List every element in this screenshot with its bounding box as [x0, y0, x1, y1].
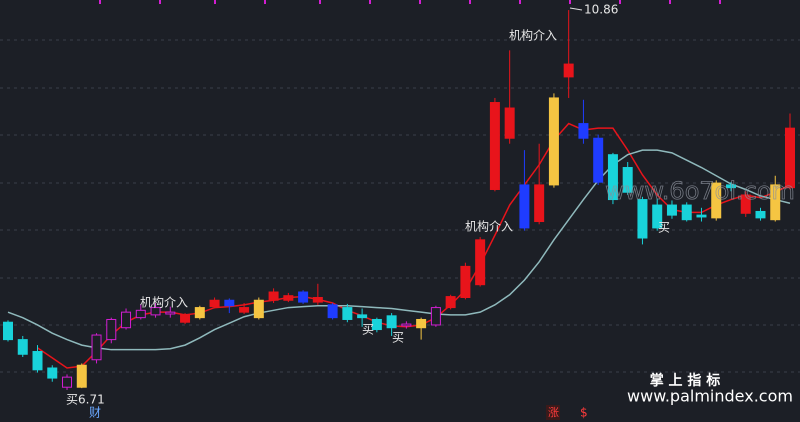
- candle-body: [666, 204, 677, 216]
- candle-body: [327, 304, 338, 319]
- candle-body: [357, 314, 368, 319]
- zhang-label: 涨: [548, 406, 559, 419]
- buy-label: 买: [658, 221, 670, 235]
- candle-body: [224, 299, 235, 307]
- candle-body: [342, 307, 353, 320]
- candle-body: [785, 127, 795, 189]
- candle-body: [489, 102, 500, 190]
- candle-body: [445, 296, 456, 309]
- candle-body: [76, 364, 87, 388]
- candle-body: [607, 154, 618, 201]
- ma-line: [37, 122, 791, 369]
- candle-body: [47, 367, 58, 379]
- candle-body: [268, 291, 279, 301]
- candle-body: [401, 323, 412, 327]
- buy-label: 买: [362, 323, 374, 337]
- candle-body: [681, 204, 692, 221]
- candle-body: [106, 318, 117, 341]
- candles: [3, 10, 795, 390]
- candle-body: [548, 97, 559, 186]
- dollar-label: $: [580, 406, 588, 420]
- ma-line: [7, 149, 791, 351]
- candle-body: [194, 307, 205, 319]
- annotation: 机构介入: [140, 295, 188, 310]
- candle-body: [150, 307, 161, 316]
- candle-body: [386, 315, 397, 329]
- candle-body: [121, 311, 132, 329]
- candle-body: [32, 351, 43, 371]
- cai-label: 财: [89, 406, 101, 420]
- candle-body: [652, 204, 663, 229]
- candle-body: [298, 291, 309, 303]
- zhang-box: [546, 405, 560, 420]
- candle-body: [725, 184, 736, 189]
- candle-body: [696, 214, 707, 218]
- candle-body: [593, 137, 604, 183]
- candle-body: [637, 199, 648, 239]
- candle-body: [62, 376, 73, 388]
- site: www.palmindex.com: [627, 387, 793, 406]
- candle-body: [770, 184, 781, 221]
- watermark: www.6o7ol.com: [605, 177, 795, 205]
- annotation: 机构介入: [509, 28, 557, 43]
- candle-body: [622, 167, 633, 193]
- annotation: 机构介入: [465, 219, 513, 234]
- lines: [7, 122, 791, 369]
- candle-body: [91, 334, 102, 361]
- candle-body: [371, 318, 382, 331]
- candle-body: [312, 297, 323, 303]
- grid: [0, 0, 800, 373]
- candle-body: [755, 210, 766, 219]
- candle-body: [209, 299, 220, 308]
- buy-label: 买: [392, 331, 404, 345]
- candle-body: [430, 307, 441, 326]
- arrow: [569, 7, 583, 11]
- candle-body: [475, 239, 486, 286]
- high-label: 10.86: [584, 3, 618, 17]
- candle-body: [283, 295, 294, 301]
- candle-body: [416, 318, 427, 329]
- candle-body: [740, 194, 751, 214]
- candle-body: [253, 299, 264, 319]
- candle-body: [534, 184, 545, 223]
- candle-body: [504, 107, 515, 139]
- candle-body: [460, 265, 471, 299]
- candle-body: [180, 314, 191, 323]
- candle-body: [578, 123, 589, 139]
- candle-body: [711, 182, 722, 219]
- candle-body: [135, 309, 146, 319]
- candle-body: [17, 339, 28, 355]
- candle-body: [563, 63, 574, 78]
- candle-body: [239, 307, 250, 313]
- candle-body: [3, 321, 13, 341]
- low-label: 买6.71: [66, 393, 105, 407]
- candle-body: [165, 311, 176, 315]
- candle-body: [519, 184, 530, 229]
- brand: 掌 上 指 标: [650, 372, 721, 389]
